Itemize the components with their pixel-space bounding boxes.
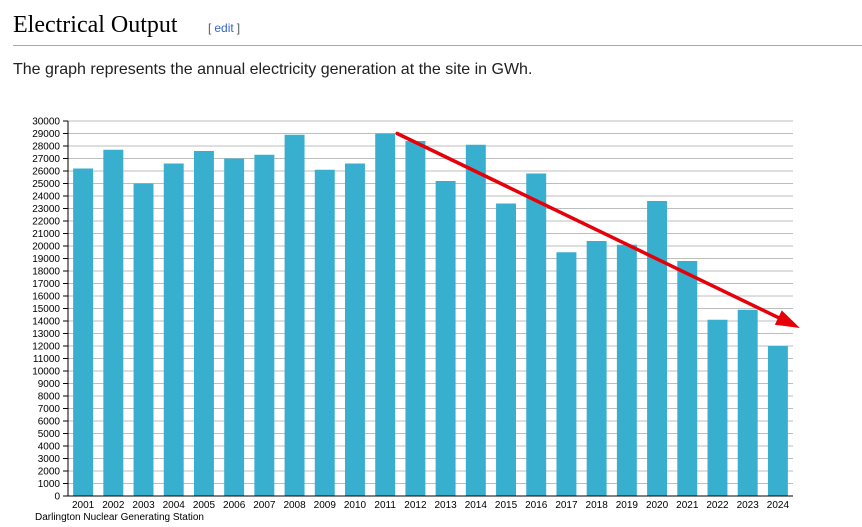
bar bbox=[737, 309, 758, 496]
bar bbox=[496, 203, 516, 496]
edit-link[interactable]: edit bbox=[214, 21, 234, 35]
y-tick-label: 11000 bbox=[33, 354, 61, 365]
x-tick-label: 2008 bbox=[283, 500, 306, 511]
bar bbox=[616, 244, 637, 496]
x-tick-label: 2006 bbox=[223, 500, 246, 511]
bar bbox=[254, 154, 275, 496]
y-tick-label: 5000 bbox=[38, 429, 61, 440]
y-tick-label: 6000 bbox=[38, 417, 61, 428]
y-tick-label: 26000 bbox=[32, 167, 60, 178]
x-tick-label: 2012 bbox=[404, 500, 427, 511]
y-tick-label: 2000 bbox=[38, 467, 61, 478]
edit-bracket-close: ] bbox=[236, 21, 241, 35]
bar bbox=[707, 319, 728, 496]
y-tick-label: 1000 bbox=[38, 479, 61, 490]
x-tick-label: 2009 bbox=[314, 500, 337, 511]
x-tick-label: 2004 bbox=[163, 500, 186, 511]
bar bbox=[647, 201, 668, 496]
x-tick-label: 2020 bbox=[646, 500, 669, 511]
y-tick-label: 4000 bbox=[38, 442, 61, 453]
y-tick-label: 10000 bbox=[32, 367, 60, 378]
bar bbox=[586, 241, 607, 496]
bar bbox=[163, 163, 184, 496]
y-tick-label: 25000 bbox=[32, 179, 60, 190]
edit-section: [edit] bbox=[208, 20, 240, 36]
bar bbox=[314, 169, 335, 496]
x-tick-label: 2016 bbox=[525, 500, 548, 511]
x-tick-label: 2007 bbox=[253, 500, 276, 511]
y-tick-label: 23000 bbox=[32, 204, 60, 215]
y-tick-label: 14000 bbox=[32, 317, 60, 328]
bar bbox=[526, 173, 547, 496]
y-tick-label: 27000 bbox=[32, 154, 60, 165]
x-tick-label: 2002 bbox=[102, 500, 125, 511]
x-tick-label: 2015 bbox=[495, 500, 518, 511]
x-tick-label: 2018 bbox=[586, 500, 609, 511]
y-tick-label: 18000 bbox=[32, 267, 60, 278]
bar bbox=[556, 252, 577, 496]
x-tick-label: 2011 bbox=[374, 500, 396, 511]
bar bbox=[103, 149, 124, 496]
y-tick-label: 21000 bbox=[32, 229, 60, 240]
bar bbox=[677, 261, 698, 496]
bar bbox=[767, 346, 788, 496]
x-tick-label: 2023 bbox=[737, 500, 760, 511]
y-tick-label: 24000 bbox=[32, 192, 60, 203]
x-tick-label: 2014 bbox=[465, 500, 488, 511]
y-tick-label: 0 bbox=[54, 492, 60, 503]
y-tick-label: 8000 bbox=[38, 392, 61, 403]
x-tick-label: 2001 bbox=[72, 500, 95, 511]
bar bbox=[224, 158, 245, 496]
y-tick-label: 7000 bbox=[38, 404, 61, 415]
bar bbox=[435, 181, 456, 496]
x-tick-label: 2021 bbox=[676, 500, 699, 511]
bar bbox=[73, 168, 94, 496]
x-tick-label: 2019 bbox=[616, 500, 639, 511]
x-tick-label: 2010 bbox=[344, 500, 367, 511]
y-tick-label: 20000 bbox=[32, 242, 60, 253]
y-tick-label: 29000 bbox=[32, 129, 60, 140]
trend-arrow-head bbox=[774, 310, 800, 328]
y-tick-label: 13000 bbox=[32, 329, 60, 340]
bar bbox=[193, 151, 214, 496]
chart-caption: Darlington Nuclear Generating Station bbox=[35, 512, 204, 523]
y-tick-label: 3000 bbox=[38, 454, 61, 465]
bar bbox=[375, 133, 396, 496]
edit-bracket-open: [ bbox=[208, 21, 212, 35]
bar bbox=[133, 183, 154, 496]
y-tick-label: 12000 bbox=[32, 342, 60, 353]
bar bbox=[465, 144, 486, 496]
bar bbox=[284, 134, 305, 496]
x-tick-label: 2005 bbox=[193, 500, 216, 511]
intro-paragraph: The graph represents the annual electric… bbox=[13, 61, 533, 78]
trend-arrow-line bbox=[395, 131, 781, 320]
bar bbox=[345, 163, 365, 496]
x-tick-label: 2024 bbox=[767, 500, 790, 511]
y-tick-label: 28000 bbox=[32, 142, 60, 153]
section-title: Electrical Output bbox=[13, 12, 178, 38]
y-tick-label: 19000 bbox=[32, 254, 60, 265]
x-tick-label: 2022 bbox=[706, 500, 729, 511]
y-tick-label: 16000 bbox=[32, 292, 60, 303]
section-header: Electrical Output [edit] bbox=[13, 10, 862, 46]
y-tick-label: 9000 bbox=[38, 379, 61, 390]
x-tick-label: 2013 bbox=[434, 500, 457, 511]
y-tick-label: 17000 bbox=[32, 279, 60, 290]
x-tick-label: 2017 bbox=[555, 500, 578, 511]
x-tick-label: 2003 bbox=[132, 500, 155, 511]
bar bbox=[405, 141, 426, 496]
y-tick-label: 30000 bbox=[32, 117, 60, 128]
y-tick-label: 22000 bbox=[32, 217, 60, 228]
y-tick-label: 15000 bbox=[32, 304, 60, 315]
